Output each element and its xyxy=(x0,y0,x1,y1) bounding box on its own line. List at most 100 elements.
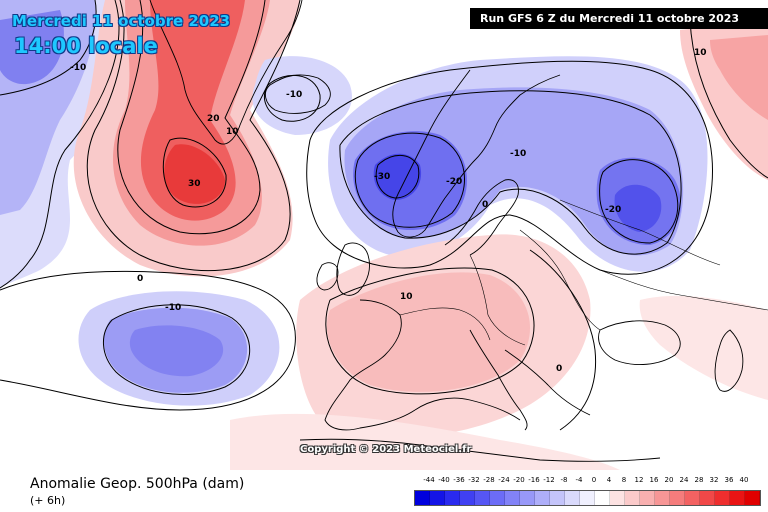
red-ridge-inner xyxy=(164,144,225,204)
contour-label: -30 xyxy=(374,172,390,182)
contour-label: 30 xyxy=(188,179,201,189)
copyright-notice: Copyright © 2023 Meteociel.fr xyxy=(300,444,472,455)
legend-subtitle: (+ 6h) xyxy=(30,494,66,507)
caspian-coast xyxy=(714,329,744,392)
baltic-coast xyxy=(444,179,519,256)
greenland-coast xyxy=(149,0,303,145)
color-scale-cell xyxy=(550,491,565,505)
color-scale-label: -40 xyxy=(438,476,450,484)
uk-coast xyxy=(336,242,370,296)
contour-atlantic-zero xyxy=(0,270,296,411)
model-run-info: Run GFS 6 Z du Mercredi 11 octobre 2023 xyxy=(470,8,768,29)
contour-label: -10 xyxy=(286,90,302,100)
contour-trough-minus30 xyxy=(375,154,420,199)
contour-label: 10 xyxy=(400,292,413,302)
contour-west-minus10 xyxy=(0,0,97,96)
anomaly-map: -10 -10 20 10 30 -30 -20 -10 0 -20 10 0 … xyxy=(0,0,768,470)
norway-coast xyxy=(392,69,471,238)
contour-trough-minus10 xyxy=(339,90,682,255)
color-scale-cell xyxy=(700,491,715,505)
forecast-date-title: Mercredi 11 octobre 2023 xyxy=(12,12,231,30)
color-scale-cell xyxy=(685,491,700,505)
contour-label: -10 xyxy=(70,63,86,73)
contour-label: 0 xyxy=(482,200,488,210)
contour-ridge-20 xyxy=(117,0,266,235)
color-scale-label: 0 xyxy=(591,476,597,484)
contour-atlantic-minus10 xyxy=(103,304,251,395)
color-scale-label: 36 xyxy=(724,476,734,484)
color-scale-label: -20 xyxy=(513,476,525,484)
color-scale-label: 40 xyxy=(739,476,749,484)
color-scale-cell xyxy=(445,491,460,505)
color-scale-cell xyxy=(625,491,640,505)
color-scale-cell xyxy=(490,491,505,505)
contour-trough-zero xyxy=(306,60,713,275)
color-scale-cell xyxy=(520,491,535,505)
color-scale-cell xyxy=(640,491,655,505)
color-scale-label: -4 xyxy=(575,476,583,484)
color-scale-label: -28 xyxy=(483,476,495,484)
europe-border-5 xyxy=(599,269,768,311)
color-scale-labels: -44 -40 -36 -32 -28 -24 -20 -16 -12 -8 -4 0 4 8 12 16 20… xyxy=(410,476,758,488)
color-scale-cell xyxy=(430,491,445,505)
contour-balkans-zero xyxy=(529,249,597,431)
color-scale-cell xyxy=(655,491,670,505)
contour-label: -10 xyxy=(510,149,526,159)
europe-border-1 xyxy=(399,307,491,341)
contour-russia-minus20 xyxy=(599,159,679,244)
contour-label: 10 xyxy=(226,127,239,137)
coastlines xyxy=(149,0,768,462)
red-anomaly-northeast-core xyxy=(710,35,768,120)
contour-west-zero xyxy=(0,0,120,289)
color-scale-label: -8 xyxy=(560,476,568,484)
blue-trough-core-scandi-inner xyxy=(373,153,422,200)
color-scale-label: 32 xyxy=(709,476,719,484)
color-scale-cell xyxy=(460,491,475,505)
contour-label: -20 xyxy=(446,177,462,187)
color-scale-cell xyxy=(595,491,610,505)
color-scale-label: 12 xyxy=(634,476,644,484)
ireland-coast xyxy=(316,262,339,291)
color-scale-label: -32 xyxy=(468,476,480,484)
color-scale-cell xyxy=(535,491,550,505)
color-scale-label: 28 xyxy=(694,476,704,484)
color-scale-label: 24 xyxy=(679,476,689,484)
contour-label: -10 xyxy=(165,303,181,313)
red-anomaly-east-south xyxy=(639,295,768,400)
color-scale-label: -16 xyxy=(528,476,540,484)
black-sea-coast xyxy=(598,320,681,365)
contour-label: 0 xyxy=(137,274,143,284)
contour-ridge-10 xyxy=(86,0,301,272)
color-scale-label: 8 xyxy=(621,476,627,484)
color-scale-cell xyxy=(670,491,685,505)
blue-trough-core-russia-inner xyxy=(614,184,662,232)
color-scale: -44 -40 -36 -32 -28 -24 -20 -16 -12 -8 -4 0 4 8 12 16 20… xyxy=(410,476,761,506)
contour-labels: -10 -10 20 10 30 -30 -20 -10 0 -20 10 0 … xyxy=(70,48,707,374)
color-scale-cell xyxy=(715,491,730,505)
contour-ridge-30 xyxy=(162,137,227,208)
iceland-coast xyxy=(264,74,331,114)
europe-border-2 xyxy=(469,254,526,346)
anomaly-contours xyxy=(0,0,768,431)
blue-anomaly-iceland xyxy=(252,56,352,135)
contour-label: -20 xyxy=(605,205,621,215)
contour-northeast-10 xyxy=(689,19,768,179)
color-scale-label: -24 xyxy=(498,476,510,484)
color-scale-cell xyxy=(505,491,520,505)
contour-label: 20 xyxy=(207,114,220,124)
color-scale-cell xyxy=(565,491,580,505)
contour-label: 10 xyxy=(694,48,707,58)
color-scale-label: 16 xyxy=(649,476,659,484)
italy-coast xyxy=(469,329,528,431)
contour-label: 0 xyxy=(556,364,562,374)
color-scale-bar xyxy=(414,490,761,506)
color-scale-label: -12 xyxy=(543,476,555,484)
blue-anomaly-atlantic-core xyxy=(129,325,224,377)
red-anomaly-south xyxy=(230,413,620,470)
contour-trough-minus20 xyxy=(354,132,465,228)
color-scale-cell xyxy=(580,491,595,505)
legend-title: Anomalie Geop. 500hPa (dam) xyxy=(30,476,245,492)
forecast-time-title: 14:00 locale xyxy=(14,34,158,58)
color-scale-cell xyxy=(730,491,745,505)
balkans-coast xyxy=(504,349,591,416)
